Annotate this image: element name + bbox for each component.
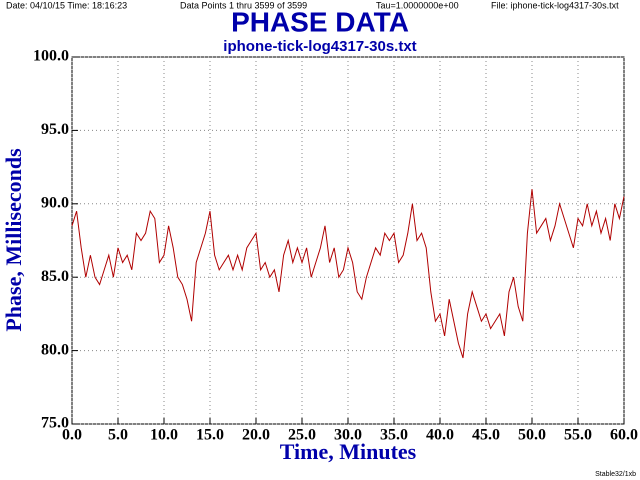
- plot-frame: [71, 56, 625, 425]
- chart-title: PHASE DATA: [231, 6, 409, 37]
- x-tick-label: 50.0: [518, 427, 546, 444]
- footer: Stable32/1xb: [595, 471, 636, 478]
- x-tick-label: 25.0: [288, 427, 316, 444]
- x-tick-label: 35.0: [380, 427, 408, 444]
- y-tick-label: 85.0: [41, 268, 69, 285]
- header-date: Date: 04/10/15 Time: 18:16:23: [6, 0, 127, 10]
- x-tick-label: 55.0: [564, 427, 592, 444]
- y-axis-label: Phase, Milliseconds: [1, 148, 26, 332]
- y-tick-label: 100.0: [33, 48, 69, 65]
- x-tick-label: 0.0: [62, 427, 82, 444]
- chart-subtitle: iphone-tick-log4317-30s.txt: [223, 38, 416, 55]
- x-tick-label: 60.0: [610, 427, 638, 444]
- header-tau: Tau=1.0000000e+00: [376, 0, 459, 10]
- x-tick-label: 45.0: [472, 427, 500, 444]
- x-tick-label: 5.0: [108, 427, 128, 444]
- header-file: File: iphone-tick-log4317-30s.txt: [491, 0, 619, 10]
- x-axis-label: Time, Minutes: [280, 439, 417, 464]
- y-tick-label: 80.0: [41, 341, 69, 358]
- y-tick-label: 75.0: [41, 415, 69, 432]
- y-tick-label: 95.0: [41, 121, 69, 138]
- x-tick-label: 10.0: [150, 427, 178, 444]
- x-tick-label: 30.0: [334, 427, 362, 444]
- x-tick-label: 15.0: [196, 427, 224, 444]
- header-points: Data Points 1 thru 3599 of 3599: [180, 0, 307, 10]
- x-tick-label: 20.0: [242, 427, 270, 444]
- x-tick-label: 40.0: [426, 427, 454, 444]
- data-line: [71, 189, 625, 359]
- y-tick-label: 90.0: [41, 194, 69, 211]
